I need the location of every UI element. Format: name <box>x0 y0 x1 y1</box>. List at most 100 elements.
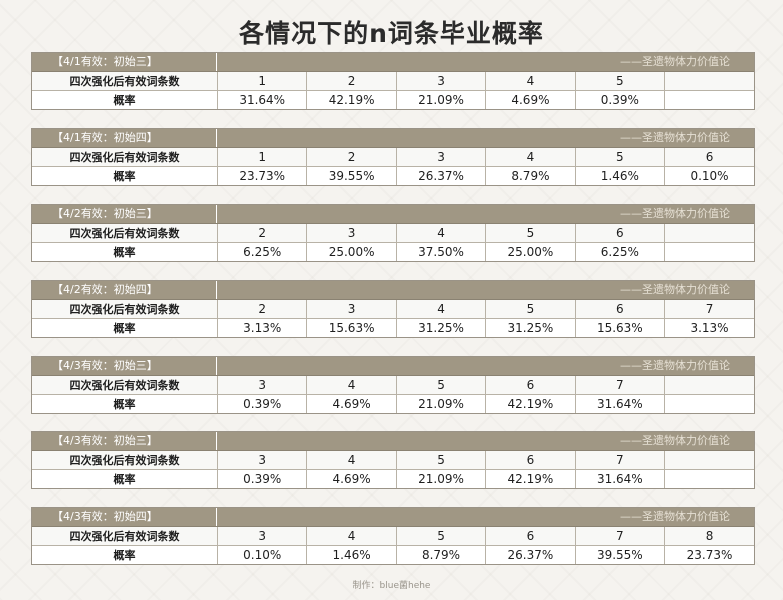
table-cell <box>665 224 754 243</box>
table-cell: 8 <box>665 527 754 546</box>
table-cell: 6.25% <box>575 243 664 262</box>
table-cell: 5 <box>486 224 575 243</box>
probability-row: 概率6.25%25.00%37.50%25.00%6.25% <box>32 243 754 262</box>
table-header-bar: 【4/3有效：初始三】——圣遗物体力价值论 <box>32 357 754 376</box>
table-cell <box>665 395 754 414</box>
count-row: 四次强化后有效词条数12345 <box>32 72 754 91</box>
probability-row: 概率0.39%4.69%21.09%42.19%31.64% <box>32 470 754 489</box>
probability-row: 概率31.64%42.19%21.09%4.69%0.39% <box>32 91 754 110</box>
table-cell: 31.64% <box>575 395 664 414</box>
table-cell: 3 <box>307 300 396 319</box>
probability-row: 概率0.10%1.46%8.79%26.37%39.55%23.73% <box>32 546 754 565</box>
table-cell: 4.69% <box>307 395 396 414</box>
row-header: 概率 <box>32 167 218 186</box>
table-cell: 15.63% <box>575 319 664 338</box>
count-row: 四次强化后有效词条数34567 <box>32 376 754 395</box>
table-cell: 3 <box>396 72 485 91</box>
table-cell: 2 <box>218 224 307 243</box>
table-cell: 4 <box>307 527 396 546</box>
table-cell: 21.09% <box>396 470 485 489</box>
table-cell: 31.64% <box>218 91 307 110</box>
table-cell: 31.25% <box>486 319 575 338</box>
table-cell: 5 <box>575 72 664 91</box>
table-cell: 0.10% <box>218 546 307 565</box>
probability-table-block: 【4/1有效：初始四】——圣遗物体力价值论四次强化后有效词条数123456概率2… <box>31 128 755 186</box>
maker-credit: 制作：blue菌hehe <box>0 578 783 591</box>
probability-row: 概率23.73%39.55%26.37%8.79%1.46%0.10% <box>32 167 754 186</box>
table-cell: 8.79% <box>396 546 485 565</box>
row-header: 四次强化后有效词条数 <box>32 148 218 167</box>
table-cell: 26.37% <box>486 546 575 565</box>
row-header: 四次强化后有效词条数 <box>32 72 218 91</box>
credit-text: ——圣遗物体力价值论 <box>620 53 730 71</box>
table-cell: 1.46% <box>307 546 396 565</box>
table-cell: 42.19% <box>486 470 575 489</box>
table-header-bar: 【4/2有效：初始三】 ——圣遗物体力价值论 <box>32 205 754 224</box>
row-header: 概率 <box>32 470 218 489</box>
table-cell <box>665 91 754 110</box>
table-cell: 1 <box>218 148 307 167</box>
table-cell: 5 <box>396 451 485 470</box>
table-cell: 1 <box>218 72 307 91</box>
table-cell: 39.55% <box>307 167 396 186</box>
row-header: 四次强化后有效词条数 <box>32 300 218 319</box>
table-cell: 3 <box>307 224 396 243</box>
table-cell: 31.25% <box>396 319 485 338</box>
table-cell: 3 <box>218 376 307 395</box>
row-header: 四次强化后有效词条数 <box>32 376 218 395</box>
table-cell: 2 <box>218 300 307 319</box>
table-cell: 7 <box>665 300 754 319</box>
probability-table-block: 【4/2有效：初始三】——圣遗物体力价值论四次强化后有效词条数23456概率6.… <box>31 204 755 262</box>
table-header-bar: 【4/3有效：初始四】——圣遗物体力价值论 <box>32 508 754 527</box>
scenario-label: 【4/1有效：初始四】 <box>32 129 217 147</box>
table-cell: 5 <box>486 300 575 319</box>
table-cell: 26.37% <box>396 167 485 186</box>
table-cell: 3 <box>218 527 307 546</box>
credit-text: ——圣遗物体力价值论 <box>620 129 730 147</box>
table-cell: 25.00% <box>307 243 396 262</box>
table-cell: 2 <box>307 148 396 167</box>
credit-text: ——圣遗物体力价值论 <box>620 205 730 223</box>
table-cell: 5 <box>575 148 664 167</box>
table-cell: 6 <box>486 376 575 395</box>
count-row: 四次强化后有效词条数123456 <box>32 148 754 167</box>
table-cell: 3 <box>396 148 485 167</box>
table-cell: 31.64% <box>575 470 664 489</box>
table-cell: 42.19% <box>307 91 396 110</box>
probability-table-block: 【4/3有效：初始三】——圣遗物体力价值论四次强化后有效词条数34567概率0.… <box>31 431 755 489</box>
table-cell: 0.39% <box>575 91 664 110</box>
table-cell: 25.00% <box>486 243 575 262</box>
table-header-bar: 【4/1有效：初始三】——圣遗物体力价值论 <box>32 53 754 72</box>
table-cell: 3.13% <box>665 319 754 338</box>
table-header-bar: 【4/1有效：初始四】 ——圣遗物体力价值论 <box>32 129 754 148</box>
table-cell: 4.69% <box>486 91 575 110</box>
table-header-bar: 【4/2有效：初始四】——圣遗物体力价值论 <box>32 281 754 300</box>
table-cell: 6 <box>665 148 754 167</box>
scenario-label: 【4/2有效：初始三】 <box>32 205 217 223</box>
table-cell: 6.25% <box>218 243 307 262</box>
row-header: 概率 <box>32 546 218 565</box>
probability-table-block: 【4/3有效：初始四】——圣遗物体力价值论四次强化后有效词条数345678概率0… <box>31 507 755 565</box>
credit-text: ——圣遗物体力价值论 <box>620 508 730 526</box>
table-cell: 6 <box>486 527 575 546</box>
table-cell: 8.79% <box>486 167 575 186</box>
table-cell: 7 <box>575 376 664 395</box>
table-cell: 15.63% <box>307 319 396 338</box>
table-cell: 3.13% <box>218 319 307 338</box>
table-cell: 7 <box>575 527 664 546</box>
table-cell: 3 <box>218 451 307 470</box>
table-header-bar: 【4/3有效：初始三】——圣遗物体力价值论 <box>32 432 754 451</box>
count-row: 四次强化后有效词条数234567 <box>32 300 754 319</box>
table-cell: 4 <box>307 376 396 395</box>
row-header: 四次强化后有效词条数 <box>32 527 218 546</box>
table-cell: 0.39% <box>218 395 307 414</box>
table-cell: 5 <box>396 527 485 546</box>
table-cell <box>665 451 754 470</box>
page-title: 各情况下的n词条毕业概率 <box>0 14 783 50</box>
table-cell: 6 <box>486 451 575 470</box>
probability-table: 四次强化后有效词条数34567概率0.39%4.69%21.09%42.19%3… <box>32 451 754 488</box>
count-row: 四次强化后有效词条数34567 <box>32 451 754 470</box>
probability-row: 概率3.13%15.63%31.25%31.25%15.63%3.13% <box>32 319 754 338</box>
scenario-label: 【4/3有效：初始三】 <box>32 432 217 450</box>
table-cell: 7 <box>575 451 664 470</box>
